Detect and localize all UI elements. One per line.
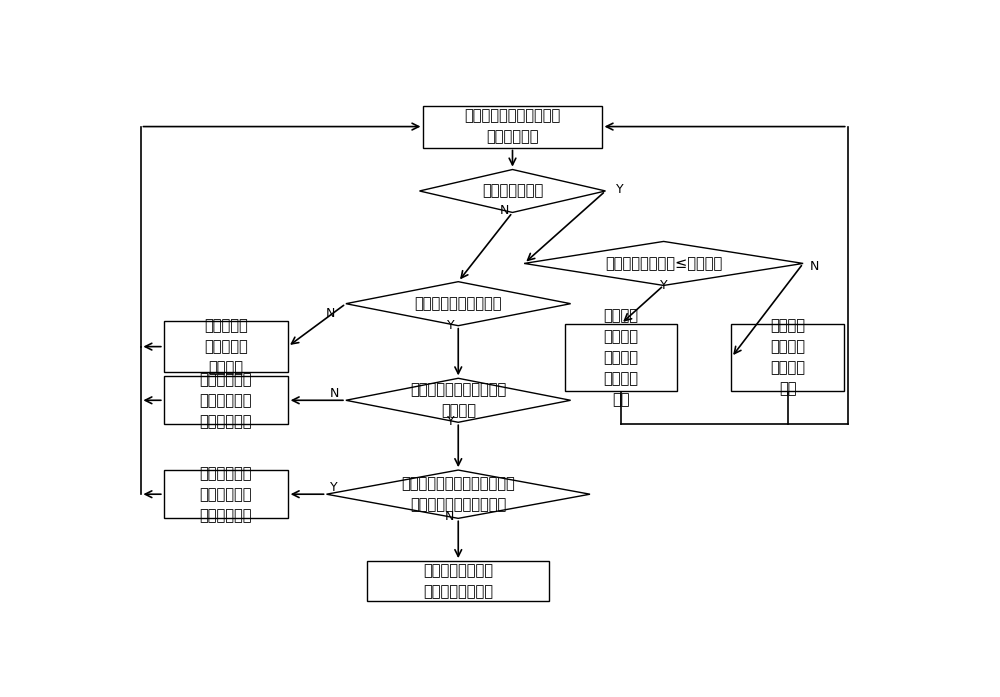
Text: N: N: [326, 307, 335, 320]
Text: 有支线道路车辆数≤切换阈值: 有支线道路车辆数≤切换阈值: [605, 256, 722, 271]
FancyBboxPatch shape: [423, 106, 602, 148]
FancyBboxPatch shape: [164, 470, 288, 519]
Text: Y: Y: [616, 183, 623, 196]
Polygon shape: [346, 282, 571, 325]
Polygon shape: [346, 378, 571, 422]
Text: N: N: [330, 387, 339, 400]
Text: 信号周期的起点: 信号周期的起点: [482, 183, 543, 199]
Text: 相应路口信号
灯保持主干线
双向绿波模式: 相应路口信号 灯保持主干线 双向绿波模式: [200, 372, 252, 429]
Text: 相应路口的信号灯
为支线道路置绿灯: 相应路口的信号灯 为支线道路置绿灯: [423, 563, 493, 599]
FancyBboxPatch shape: [164, 321, 288, 372]
FancyBboxPatch shape: [731, 324, 844, 391]
Polygon shape: [524, 241, 803, 286]
Text: 相应路口信号
灯保持主干线
双向绿波模式: 相应路口信号 灯保持主干线 双向绿波模式: [200, 466, 252, 523]
Text: 支线道路上是否有车辆到
达路口处: 支线道路上是否有车辆到 达路口处: [410, 382, 506, 418]
Polygon shape: [420, 169, 606, 213]
FancyBboxPatch shape: [565, 324, 677, 391]
Text: 相应路口信
号灯为正常
切换模式: 相应路口信 号灯为正常 切换模式: [204, 318, 248, 375]
Polygon shape: [326, 470, 590, 519]
Text: Y: Y: [447, 415, 454, 428]
Text: N: N: [500, 204, 509, 217]
Text: 相应路口
信号灯为
正常控制
模式: 相应路口 信号灯为 正常控制 模式: [770, 319, 805, 397]
Text: 相应路口对应的主干线道路上
是否有车辆到达监测位置: 相应路口对应的主干线道路上 是否有车辆到达监测位置: [401, 476, 515, 512]
Text: Y: Y: [447, 319, 454, 332]
Text: Y: Y: [660, 279, 667, 293]
Text: N: N: [444, 510, 454, 523]
FancyBboxPatch shape: [367, 561, 549, 602]
FancyBboxPatch shape: [164, 376, 288, 424]
Text: 是主干线双向绿波模式: 是主干线双向绿波模式: [415, 296, 502, 311]
Text: Y: Y: [330, 481, 338, 494]
Text: 实时跟踪主干线道路和支
线道路的车辆: 实时跟踪主干线道路和支 线道路的车辆: [464, 109, 561, 144]
Text: N: N: [810, 259, 819, 273]
Text: 相应路口
信号灯进
入主干线
双向绿波
模式: 相应路口 信号灯进 入主干线 双向绿波 模式: [604, 308, 639, 407]
